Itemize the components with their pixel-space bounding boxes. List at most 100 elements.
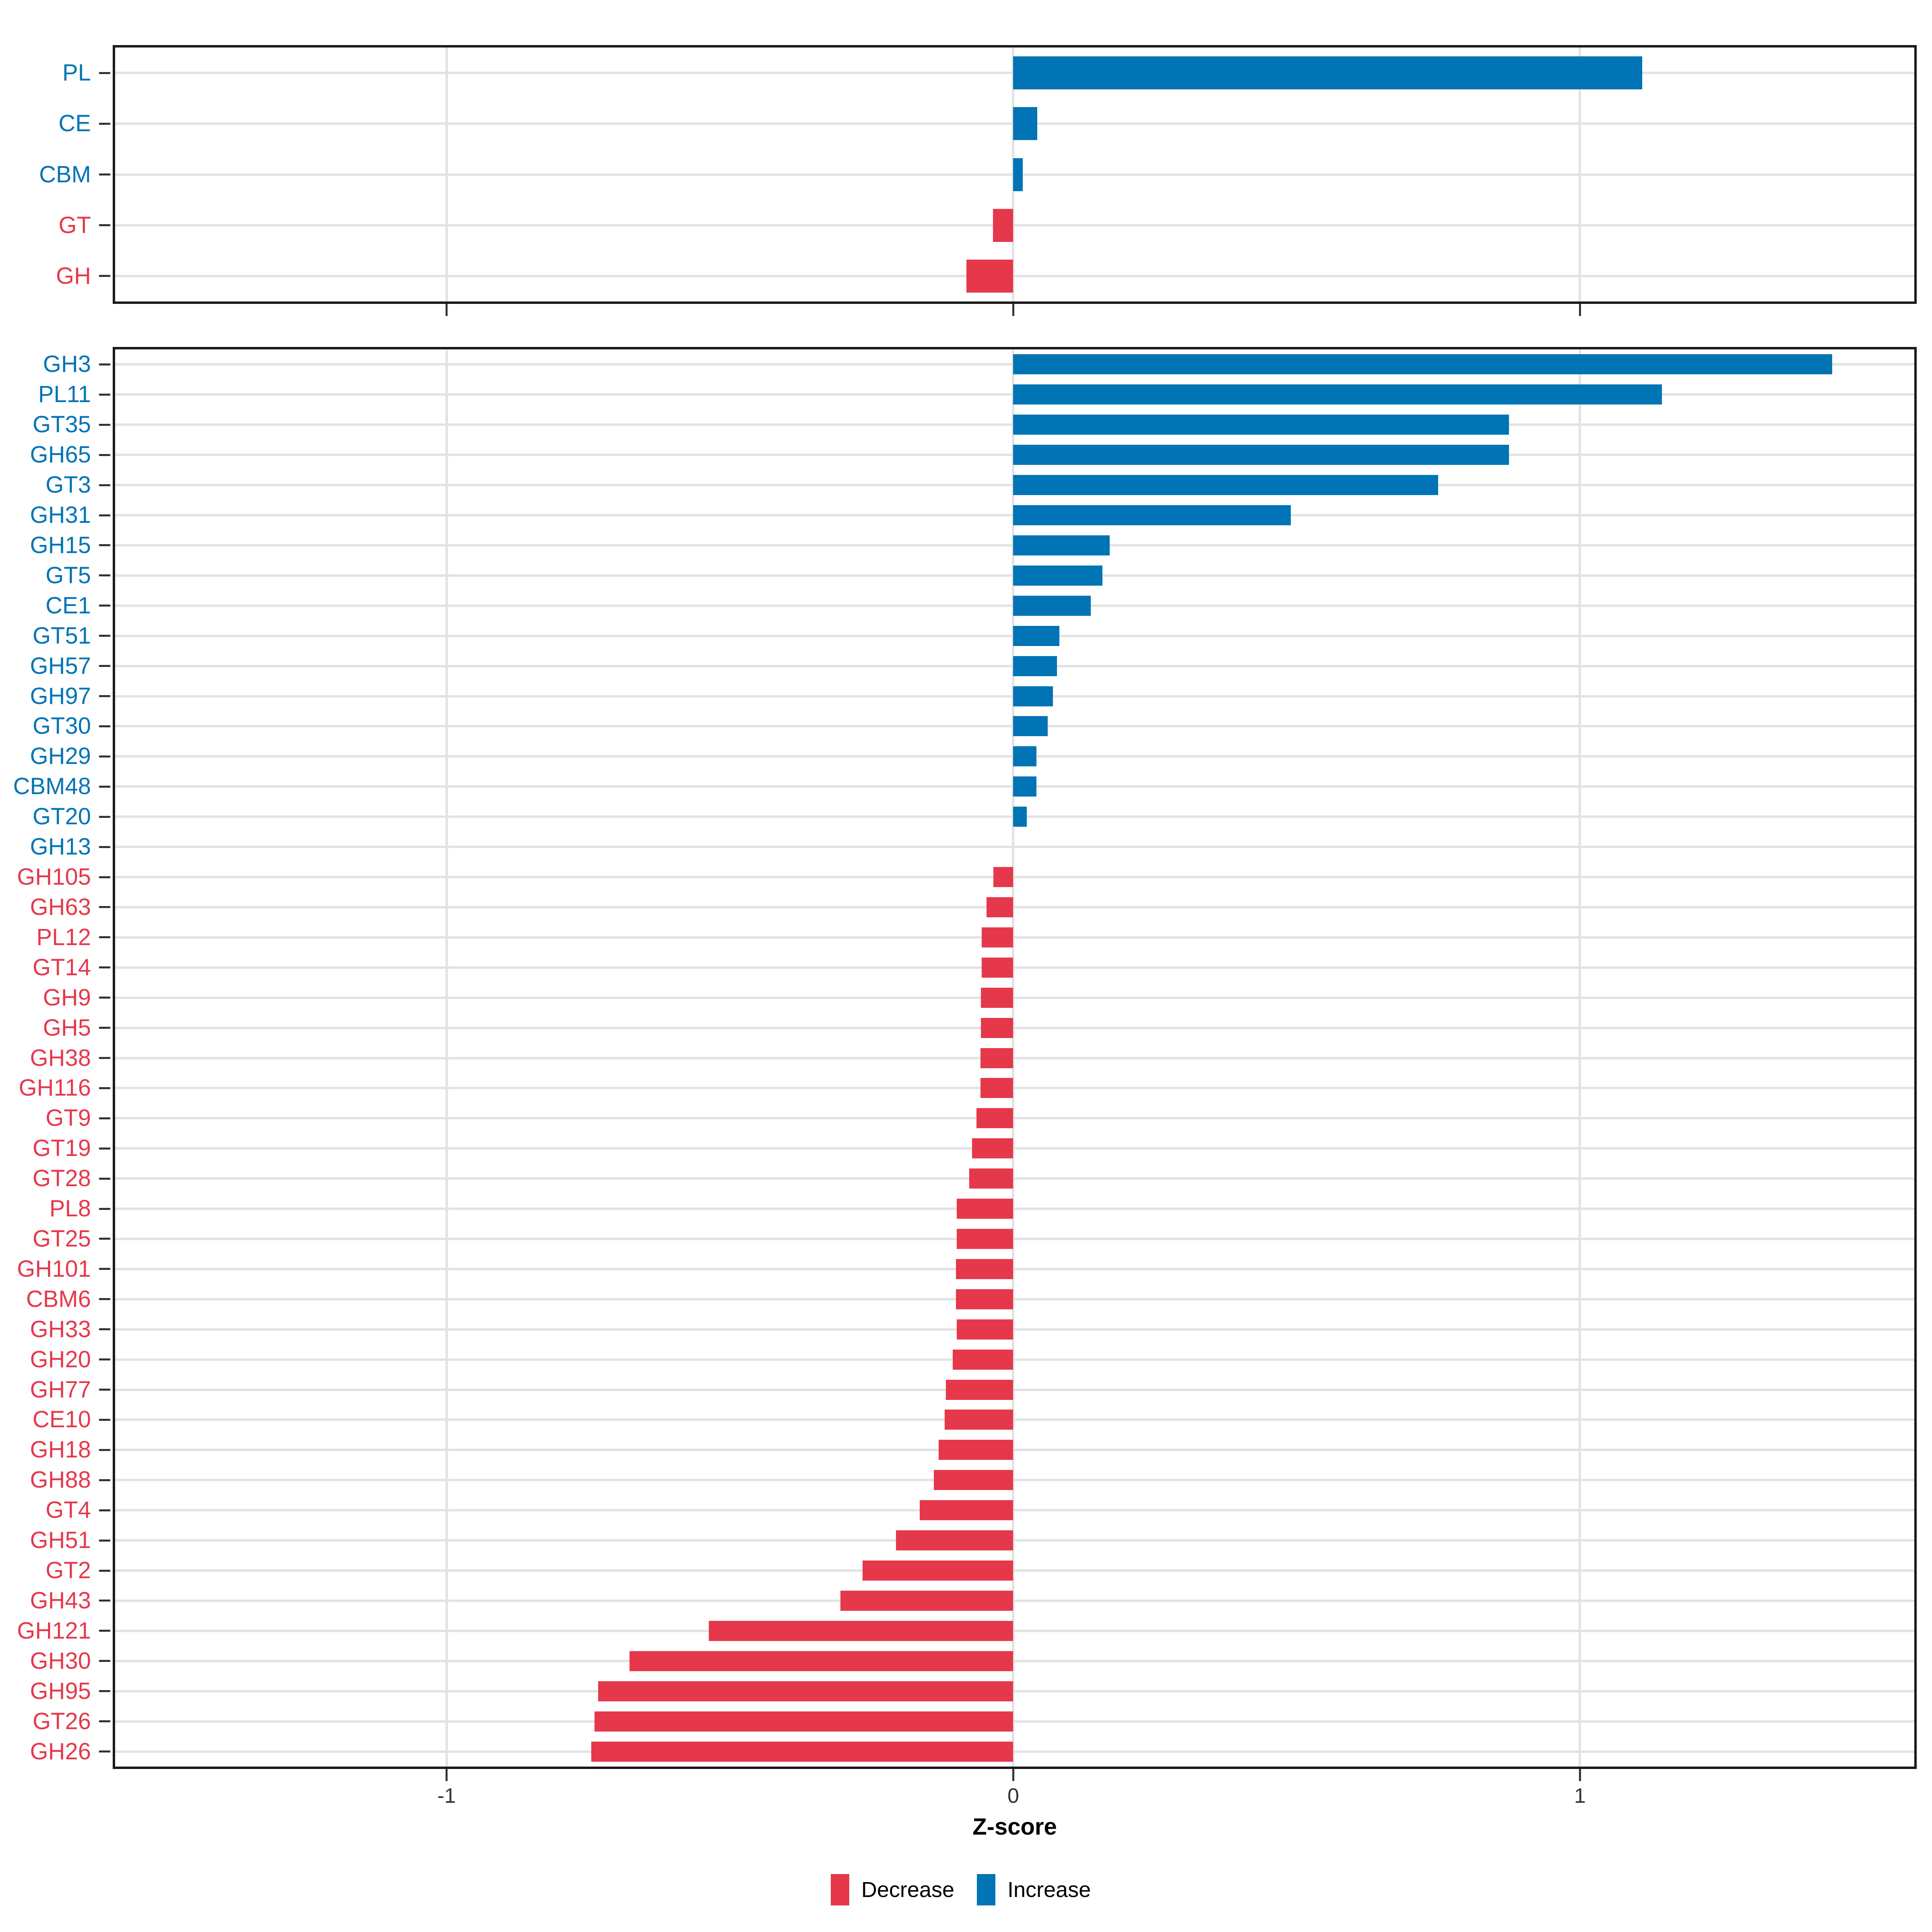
bar-PL11 — [1013, 384, 1662, 405]
x-tick--1 — [446, 304, 448, 316]
bar-GT4 — [920, 1500, 1013, 1521]
y-axis-label-GH: GH — [56, 262, 91, 289]
y-tick — [99, 1750, 110, 1753]
y-axis-label-GH18: GH18 — [30, 1437, 91, 1463]
bar-GH — [966, 259, 1013, 293]
gridline-row — [115, 1449, 1914, 1451]
y-axis-label-GT14: GT14 — [32, 954, 91, 980]
y-tick — [99, 1177, 110, 1180]
y-tick — [99, 1298, 110, 1300]
y-axis-label-GH33: GH33 — [30, 1316, 91, 1342]
y-axis-label-CBM48: CBM48 — [13, 773, 91, 800]
gridline-row — [115, 1509, 1914, 1512]
bar-GT28 — [969, 1168, 1013, 1189]
gridline-row — [115, 1328, 1914, 1331]
y-tick — [99, 1569, 110, 1572]
bar-GT35 — [1013, 415, 1509, 435]
x-tick--1 — [446, 1769, 448, 1781]
x-tick-label--1: -1 — [437, 1784, 456, 1808]
gridline-row — [115, 275, 1914, 277]
y-axis-label-GH20: GH20 — [30, 1346, 91, 1373]
bar-GT19 — [972, 1138, 1013, 1159]
gridline-row — [115, 1418, 1914, 1421]
y-tick — [99, 876, 110, 878]
y-axis-label-CE10: CE10 — [32, 1406, 91, 1433]
legend-swatch-decrease — [830, 1874, 849, 1905]
gridline-row — [115, 1177, 1914, 1180]
y-tick — [99, 514, 110, 516]
bar-CE10 — [945, 1410, 1013, 1430]
gridline-row — [115, 1358, 1914, 1361]
gridline-row — [115, 1539, 1914, 1542]
y-tick — [99, 997, 110, 999]
bar-GH51 — [896, 1530, 1013, 1551]
bar-GH3 — [1013, 354, 1832, 375]
y-axis-label-GH95: GH95 — [30, 1678, 91, 1704]
y-tick — [99, 1268, 110, 1270]
y-axis-label-PL11: PL11 — [38, 381, 91, 408]
x-tick-0 — [1012, 1769, 1014, 1781]
x-tick-label-1: 1 — [1574, 1784, 1586, 1808]
bar-GT3 — [1013, 475, 1439, 495]
y-axis-label-GT28: GT28 — [32, 1165, 91, 1192]
gridline-row — [115, 1629, 1914, 1632]
x-tick-1 — [1579, 304, 1581, 316]
gridline-row — [115, 876, 1914, 878]
bar-GH30 — [630, 1651, 1013, 1671]
y-tick — [99, 1057, 110, 1059]
gridline-row — [115, 1479, 1914, 1482]
y-tick — [99, 1087, 110, 1089]
y-axis-label-GH38: GH38 — [30, 1044, 91, 1071]
bar-GT20 — [1013, 807, 1027, 827]
gridline-row — [115, 966, 1914, 969]
y-axis-label-GH51: GH51 — [30, 1527, 91, 1554]
gridline-row — [115, 1267, 1914, 1270]
y-axis-label-GH9: GH9 — [43, 984, 91, 1011]
y-tick — [99, 1328, 110, 1331]
y-tick — [99, 224, 110, 227]
x-tick-0 — [1012, 304, 1014, 316]
y-tick — [99, 1389, 110, 1391]
y-tick — [99, 966, 110, 969]
bar-GH29 — [1013, 746, 1037, 767]
bar-GT25 — [956, 1228, 1013, 1249]
bar-GT — [993, 208, 1013, 242]
y-axis-label-CE1: CE1 — [45, 592, 91, 619]
y-axis-label-GH31: GH31 — [30, 502, 91, 528]
y-axis-label-GT30: GT30 — [32, 713, 91, 739]
y-tick — [99, 846, 110, 848]
bar-GT9 — [976, 1108, 1013, 1129]
y-axis-label-GT20: GT20 — [32, 803, 91, 830]
bar-CBM — [1013, 158, 1023, 191]
gridline-row — [115, 1237, 1914, 1240]
gridline-row — [115, 936, 1914, 939]
gridline-row — [115, 1388, 1914, 1391]
bar-GH57 — [1013, 656, 1057, 676]
y-axis-label-GH26: GH26 — [30, 1738, 91, 1765]
y-tick — [99, 755, 110, 758]
gridline-row — [115, 1750, 1914, 1753]
bar-PL8 — [956, 1199, 1013, 1219]
y-axis-label-GT26: GT26 — [32, 1708, 91, 1734]
x-tick-label-0: 0 — [1007, 1784, 1019, 1808]
gridline-row — [115, 224, 1914, 227]
gridline-row — [115, 996, 1914, 999]
y-tick — [99, 785, 110, 788]
y-axis-label-GH30: GH30 — [30, 1647, 91, 1674]
bar-GH77 — [945, 1379, 1013, 1400]
y-tick — [99, 1539, 110, 1542]
y-axis-label-GT35: GT35 — [32, 411, 91, 438]
y-tick — [99, 725, 110, 727]
legend-item-decrease: Decrease — [830, 1874, 965, 1905]
y-tick — [99, 484, 110, 486]
y-axis-label-CBM: CBM — [39, 161, 91, 188]
bar-GH95 — [598, 1681, 1013, 1701]
bar-GT26 — [594, 1711, 1013, 1732]
bar-GH20 — [952, 1349, 1013, 1370]
y-axis-label-GT19: GT19 — [32, 1135, 91, 1162]
gridline-row — [115, 1660, 1914, 1662]
bar-GH38 — [980, 1048, 1013, 1068]
gridline-row — [115, 1117, 1914, 1120]
y-axis-label-CBM6: CBM6 — [26, 1286, 91, 1312]
y-axis-label-GT: GT — [58, 212, 91, 238]
